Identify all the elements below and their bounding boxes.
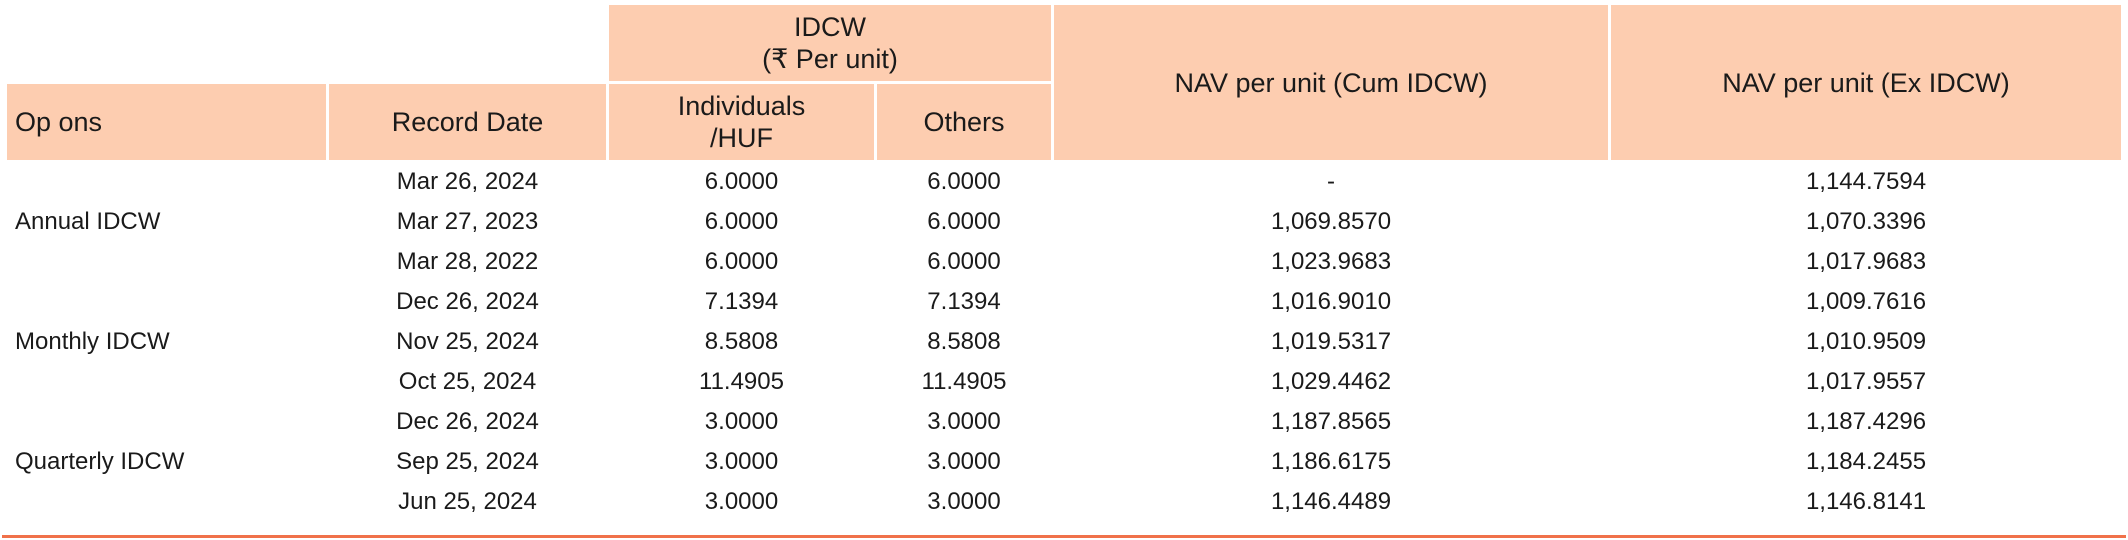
option-name: Quarterly IDCW xyxy=(15,447,185,475)
nav-cum-cell: 1,029.4462 xyxy=(1270,367,1392,395)
individuals-cell: 3.0000 xyxy=(704,487,779,515)
individuals-cell: 11.4905 xyxy=(699,367,784,395)
nav-cum-cell: 1,187.8565 xyxy=(1270,407,1392,435)
header-options: Op ons xyxy=(7,84,326,160)
option-name: Monthly IDCW xyxy=(15,327,170,355)
header-blank-options xyxy=(7,5,326,81)
nav-ex-cell: 1,017.9557 xyxy=(1805,367,1927,395)
others-cell: 11.4905 xyxy=(921,367,1007,395)
record-date-cell: Mar 26, 2024 xyxy=(396,167,539,195)
nav-cum-cell: 1,146.4489 xyxy=(1270,487,1392,515)
table-row: Mar 27, 2023 6.0000 6.0000 1,069.8570 1,070.… xyxy=(7,203,2121,240)
nav-ex-cell: 1,144.7594 xyxy=(1805,167,1927,195)
others-cell: 6.0000 xyxy=(927,207,1001,235)
individuals-cell: 6.0000 xyxy=(704,167,779,195)
table-row: Nov 25, 2024 8.5808 8.5808 1,019.5317 1,010.… xyxy=(7,323,2121,360)
table-row: Monthly IDCW Dec 26, 2024 7.1394 7.1394 1,01… xyxy=(7,283,2121,355)
individuals-cell: 8.5808 xyxy=(704,327,779,355)
nav-cum-cell: - xyxy=(1327,167,1335,195)
nav-ex-cell: 1,010.9509 xyxy=(1805,327,1927,355)
others-cell: 3.0000 xyxy=(927,487,1001,515)
header-idcw-group: IDCW (₹ Per unit) xyxy=(609,5,1051,81)
nav-ex-cell: 1,070.3396 xyxy=(1805,207,1927,235)
others-cell: 8.5808 xyxy=(927,327,1001,355)
others-cell: 7.1394 xyxy=(927,287,1001,315)
header-record-date: Record Date xyxy=(329,84,606,160)
nav-cum-cell: 1,186.6175 xyxy=(1270,447,1392,475)
option-name: Annual IDCW xyxy=(15,207,161,235)
individuals-cell: 6.0000 xyxy=(704,207,779,235)
record-date-cell: Jun 25, 2024 xyxy=(398,487,537,515)
header-idcw-subtitle: (₹ Per unit) xyxy=(762,44,898,74)
header-others: Others xyxy=(877,84,1051,160)
others-cell: 3.0000 xyxy=(927,447,1001,475)
table-row: Annual IDCW Mar 26, 2024 6.0000 6.0000 - 1,14… xyxy=(7,163,2121,235)
table-row: Quarterly IDCW Dec 26, 2024 3.0000 3.0000 1,… xyxy=(7,403,2121,475)
header-individuals: Individuals /HUF xyxy=(609,84,874,160)
idcw-history-table: IDCW (₹ Per unit) NAV per unit (Cum IDCW… xyxy=(4,2,2124,523)
individuals-cell: 3.0000 xyxy=(704,447,779,475)
table-row: Jun 25, 2024 3.0000 3.0000 1,146.4489 1,146.… xyxy=(7,483,2121,520)
record-date-cell: Nov 25, 2024 xyxy=(396,327,539,355)
header-row-bottom: Op ons Record Date Individuals /HUF Othe… xyxy=(7,84,2121,160)
header-idcw-title: IDCW xyxy=(794,12,866,42)
individuals-cell: 3.0000 xyxy=(704,407,779,435)
nav-cum-cell: 1,019.5317 xyxy=(1270,327,1392,355)
others-cell: 6.0000 xyxy=(927,167,1001,195)
nav-cum-cell: 1,016.9010 xyxy=(1270,287,1392,315)
nav-ex-cell: 1,187.4296 xyxy=(1805,407,1927,435)
header-blank-date xyxy=(329,5,606,81)
nav-cum-cell: 1,023.9683 xyxy=(1270,247,1392,275)
nav-ex-cell: 1,017.9683 xyxy=(1805,247,1927,275)
table-body: Annual IDCW Mar 26, 2024 6.0000 6.0000 - 1,14… xyxy=(7,163,2121,520)
record-date-cell: Sep 25, 2024 xyxy=(396,447,539,475)
record-date-cell: Oct 25, 2024 xyxy=(398,367,537,395)
others-cell: 3.0000 xyxy=(927,407,1001,435)
header-individuals-label: Individuals xyxy=(677,91,806,121)
individuals-cell: 6.0000 xyxy=(704,247,779,275)
header-individuals-sub: /HUF xyxy=(710,123,773,153)
header-nav-ex: NAV per unit (Ex IDCW) xyxy=(1611,5,2121,160)
record-date-cell: Dec 26, 2024 xyxy=(396,287,539,315)
header-row-top: IDCW (₹ Per unit) NAV per unit (Cum IDCW… xyxy=(7,5,2121,160)
others-cell: 6.0000 xyxy=(927,247,1001,275)
table-row: Sep 25, 2024 3.0000 3.0000 1,186.6175 1,184.… xyxy=(7,443,2121,480)
record-date-cell: Dec 26, 2024 xyxy=(396,407,539,435)
nav-cum-cell: 1,069.8570 xyxy=(1270,207,1392,235)
record-date-cell: Mar 27, 2023 xyxy=(396,207,539,235)
record-date-cell: Mar 28, 2022 xyxy=(396,247,539,275)
nav-ex-cell: 1,146.8141 xyxy=(1805,487,1927,515)
table-row: Mar 28, 2022 6.0000 6.0000 1,023.9683 1,017.… xyxy=(7,243,2121,280)
bottom-rule xyxy=(2,535,2126,538)
individuals-cell: 7.1394 xyxy=(704,287,779,315)
nav-ex-cell: 1,009.7616 xyxy=(1805,287,1927,315)
table-row: Oct 25, 2024 11.4905 11.4905 1,029.4462 1,01… xyxy=(7,363,2121,400)
header-nav-cum: NAV per unit (Cum IDCW) xyxy=(1054,5,1608,160)
nav-ex-cell: 1,184.2455 xyxy=(1805,447,1927,475)
